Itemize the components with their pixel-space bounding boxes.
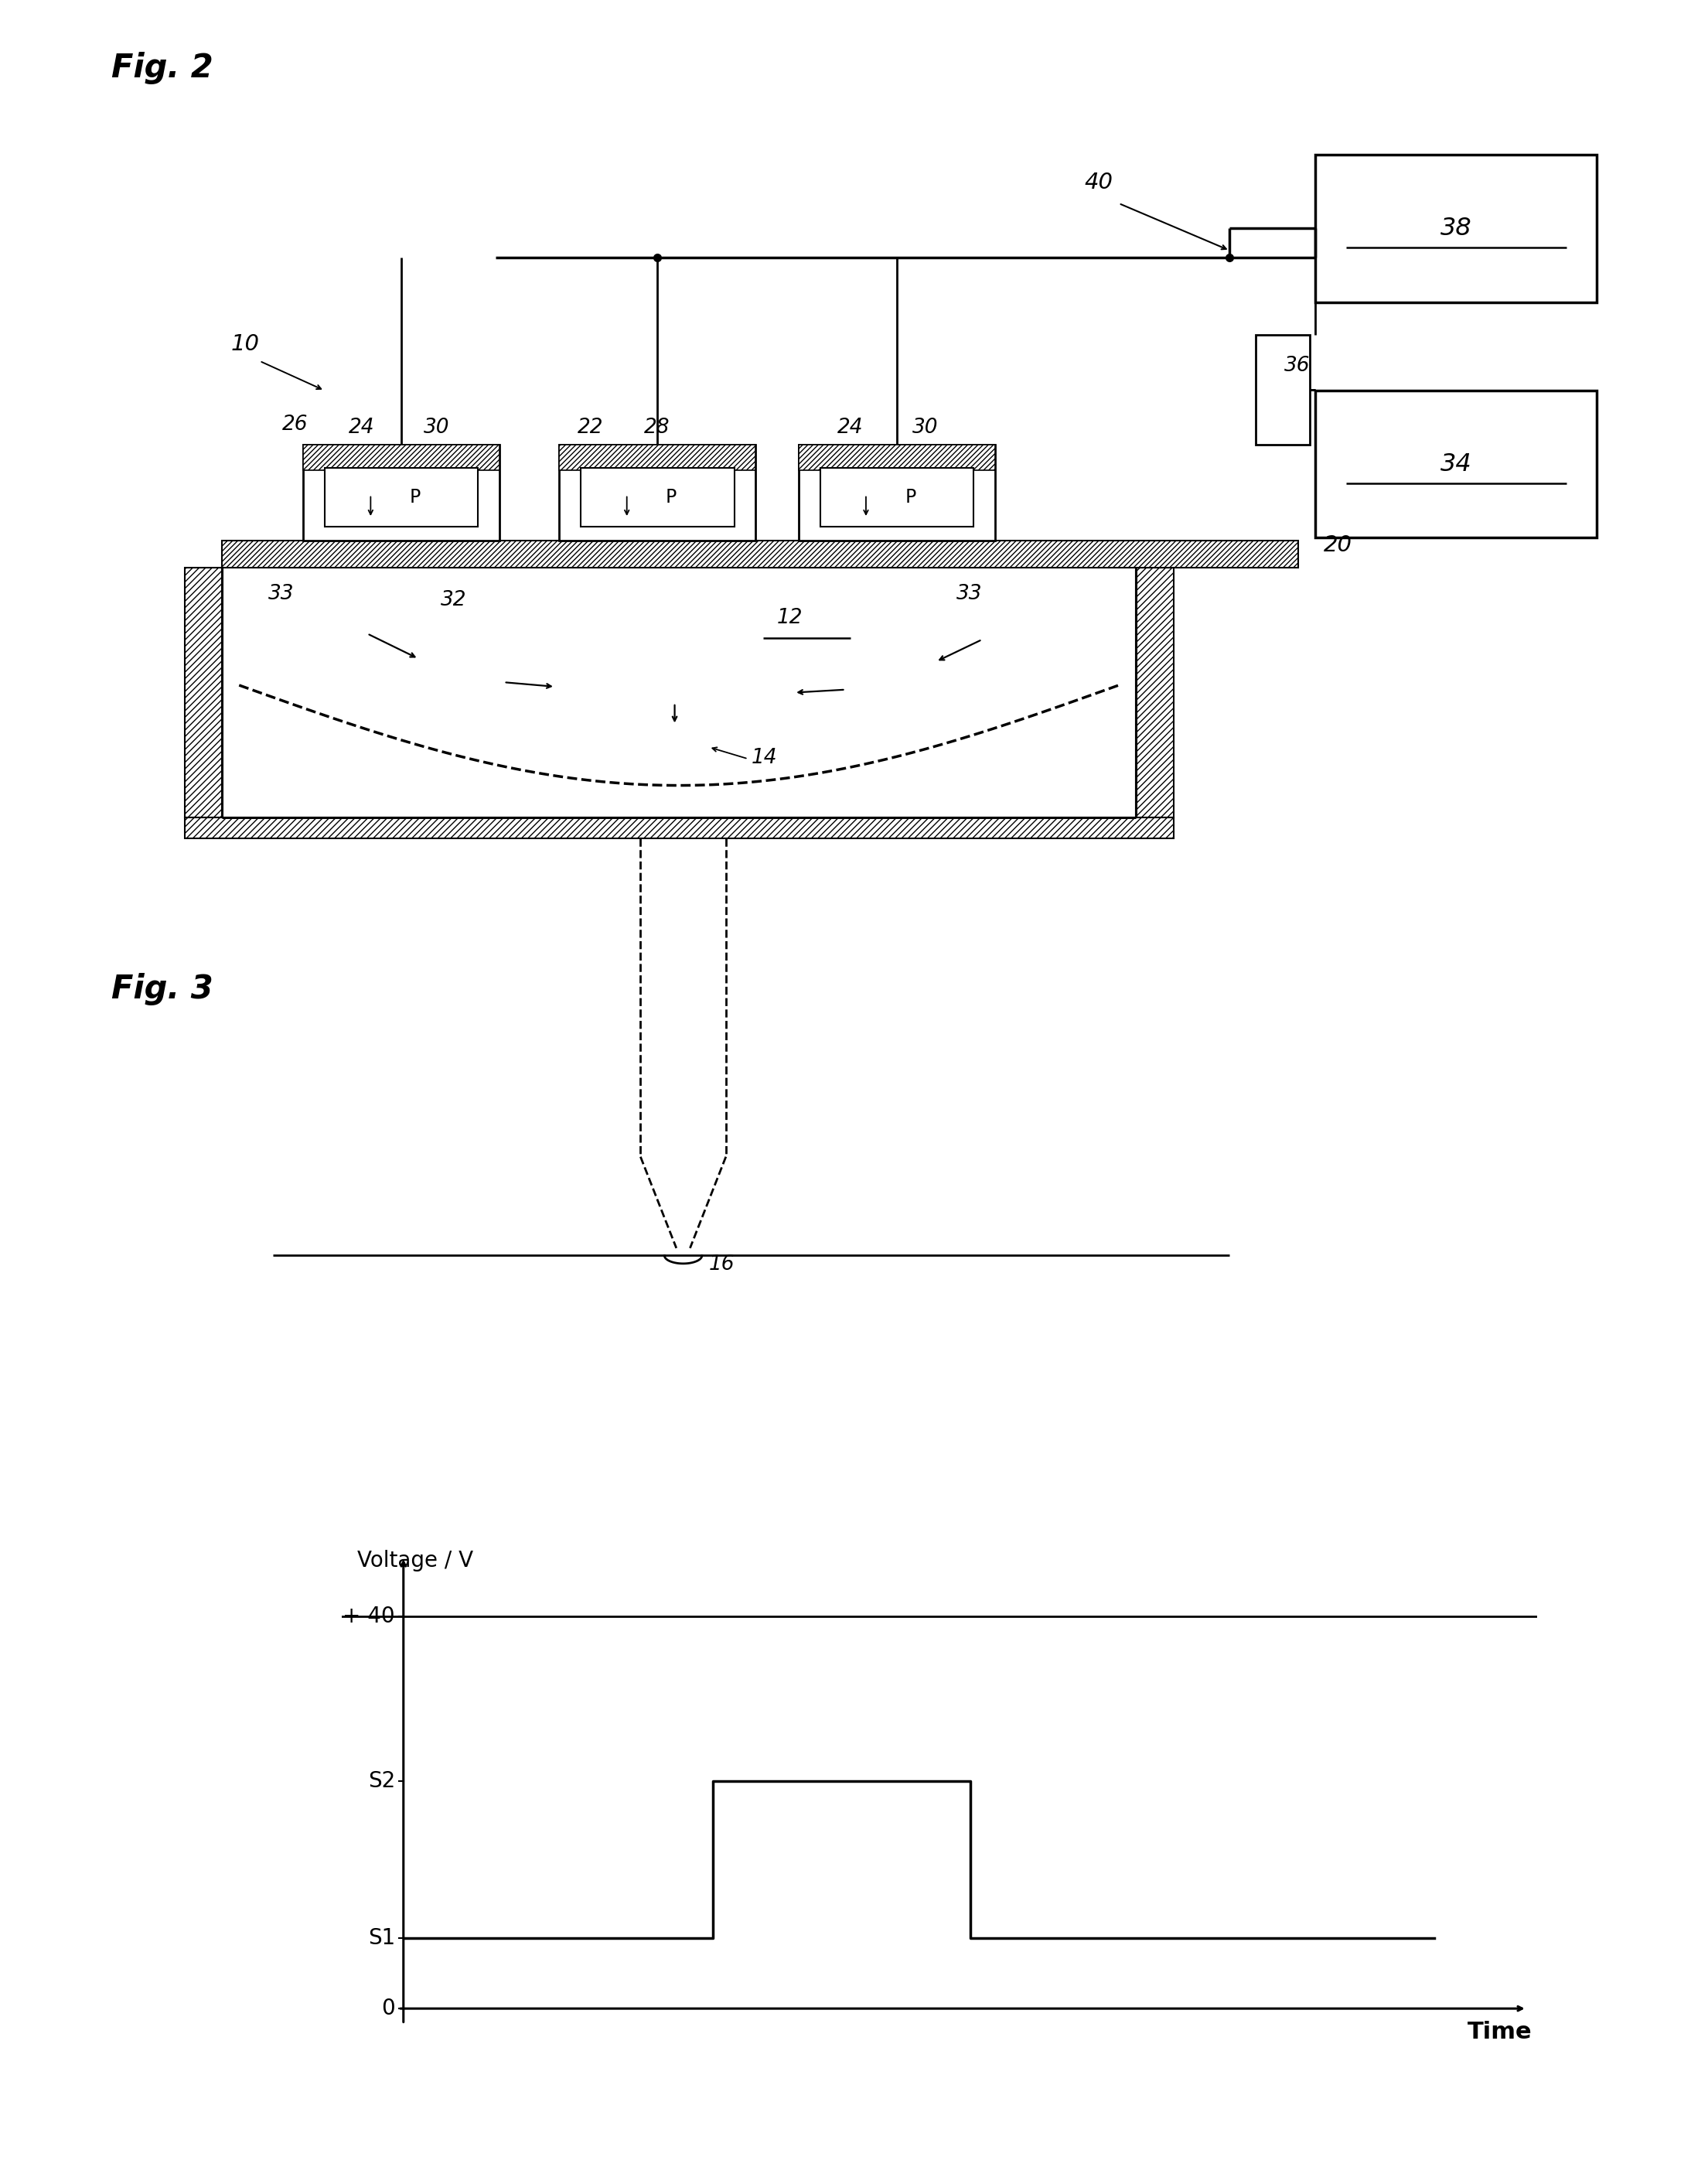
Text: 36: 36 xyxy=(1284,355,1310,377)
Text: S2: S2 xyxy=(367,1770,395,1792)
Text: 16: 16 xyxy=(709,1255,734,1274)
Text: P: P xyxy=(410,488,420,507)
Text: 14: 14 xyxy=(752,748,777,767)
Text: 20: 20 xyxy=(1324,533,1353,555)
Text: 33: 33 xyxy=(268,585,294,605)
Text: 34: 34 xyxy=(1440,453,1472,477)
Bar xyxy=(560,444,755,542)
Text: 26: 26 xyxy=(282,414,307,436)
Bar xyxy=(1255,334,1310,444)
Text: 30: 30 xyxy=(912,418,938,438)
Text: 12: 12 xyxy=(777,609,803,628)
Text: 28: 28 xyxy=(644,418,670,438)
Text: Fig. 2: Fig. 2 xyxy=(111,52,214,85)
Bar xyxy=(581,468,734,527)
Bar xyxy=(304,444,499,542)
Bar xyxy=(560,444,755,470)
Text: 10: 10 xyxy=(231,334,260,355)
Text: Voltage / V: Voltage / V xyxy=(357,1549,473,1571)
Text: 32: 32 xyxy=(441,589,466,611)
Bar xyxy=(304,444,499,470)
Text: 40: 40 xyxy=(1085,171,1114,193)
Bar xyxy=(1136,568,1173,817)
Bar xyxy=(820,468,974,527)
Bar xyxy=(798,444,994,542)
Text: 33: 33 xyxy=(956,585,982,605)
Text: 0: 0 xyxy=(381,1998,395,2020)
Bar xyxy=(1315,154,1597,301)
Text: 30: 30 xyxy=(424,418,449,438)
Bar xyxy=(325,468,478,527)
Bar xyxy=(1315,390,1597,537)
Text: S1: S1 xyxy=(367,1926,395,1948)
Bar xyxy=(184,568,222,817)
Text: 38: 38 xyxy=(1440,217,1472,241)
Bar xyxy=(184,817,1173,839)
Text: Time: Time xyxy=(1467,2022,1532,2043)
Bar xyxy=(798,444,994,470)
Text: P: P xyxy=(666,488,676,507)
Text: Fig. 3: Fig. 3 xyxy=(111,973,214,1005)
Bar xyxy=(222,542,1298,568)
Text: 24: 24 xyxy=(837,418,863,438)
Text: P: P xyxy=(905,488,915,507)
Text: + 40: + 40 xyxy=(343,1606,395,1627)
Text: 24: 24 xyxy=(348,418,374,438)
Text: 22: 22 xyxy=(577,418,603,438)
